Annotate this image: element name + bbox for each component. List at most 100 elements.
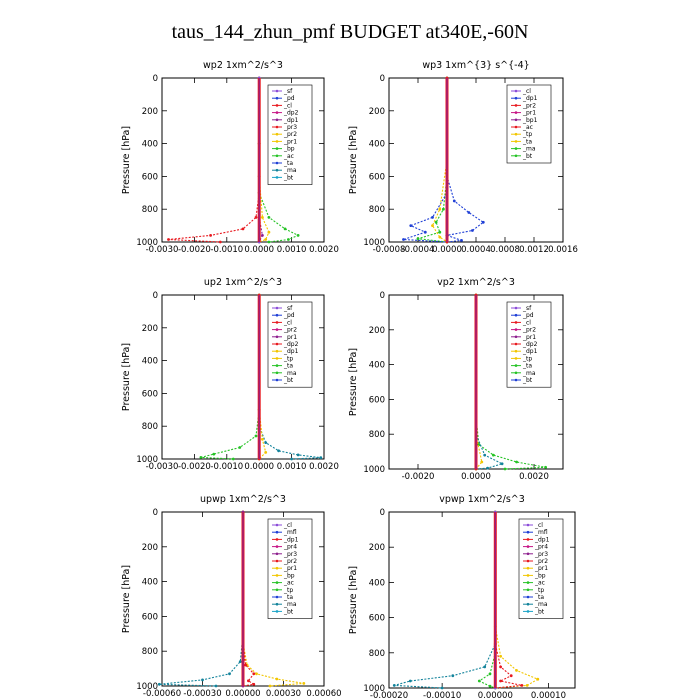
x-tick-label: 0.0008: [490, 245, 520, 255]
legend-marker: [526, 610, 530, 613]
y-tick-label: 400: [369, 140, 385, 150]
series-point: [431, 224, 434, 228]
chart-title: up2 1xm^2/s^3: [204, 277, 282, 288]
legend-label: _mfl: [534, 529, 548, 536]
y-tick-label: 1000: [136, 682, 158, 692]
legend-marker: [514, 313, 518, 317]
legend-label: _bt: [522, 377, 533, 384]
series-point: [252, 682, 256, 686]
series-point: [228, 672, 231, 676]
legend-label: _dp2: [283, 341, 299, 348]
legend-label: _pr4: [534, 544, 548, 551]
y-tick-label: 800: [369, 430, 385, 440]
x-tick-label: 0.0004: [461, 245, 491, 255]
legend-label: _pr4: [283, 544, 297, 551]
series-point: [423, 230, 427, 234]
y-tick-label: 400: [142, 140, 158, 150]
legend-label: _bp: [534, 572, 546, 579]
x-tick-label: -0.0030: [146, 462, 179, 472]
y-tick-label: 600: [142, 389, 158, 399]
legend-marker: [275, 610, 279, 613]
series-point: [515, 669, 518, 672]
legend-marker: [275, 552, 279, 556]
legend-label: _bt: [283, 608, 294, 615]
y-tick-label: 400: [142, 357, 158, 367]
series-point: [267, 240, 271, 244]
x-tick-label: 0.0000: [244, 462, 274, 472]
series-point: [492, 453, 495, 457]
legend-label: _tp: [534, 587, 544, 594]
chart-title: vpwp 1xm^2/s^3: [439, 494, 525, 505]
legend-label: _bp: [283, 146, 295, 153]
x-tick-label: 0.0000: [461, 472, 491, 482]
y-tick-label: 0: [380, 508, 385, 518]
series-point: [214, 684, 218, 688]
y-tick-label: 200: [369, 326, 385, 336]
legend-label: _pr2: [522, 327, 536, 334]
series-line: [242, 512, 256, 687]
legend-marker: [275, 132, 279, 136]
legend-label: _sf: [283, 305, 293, 312]
legend-marker: [514, 154, 518, 158]
y-tick-label: 200: [142, 324, 158, 334]
legend-label: _ma: [522, 146, 536, 153]
series-point: [467, 211, 471, 214]
legend-label: _ma: [283, 167, 297, 174]
y-tick-label: 400: [369, 578, 385, 588]
y-tick-label: 200: [142, 107, 158, 117]
series-point: [434, 220, 438, 224]
legend-marker: [275, 328, 279, 331]
legend-marker: [514, 111, 518, 114]
y-tick-label: 200: [369, 107, 385, 117]
x-tick-label: -0.00060: [143, 689, 181, 699]
legend-marker: [275, 559, 279, 563]
legend-label: _cl: [283, 102, 292, 109]
series-point: [438, 207, 442, 211]
x-tick-label: -0.00010: [423, 691, 461, 700]
legend-label: _pr2: [283, 131, 297, 138]
legend-marker: [275, 545, 279, 548]
chart-panel-5: upwp 1xm^2/s^3 Pressure [hPa] 0 200 400 600 80…: [121, 494, 342, 699]
legend-label: _ac: [522, 124, 533, 131]
x-tick-label: 0.0016: [548, 245, 578, 255]
legend-label: _ta: [534, 594, 544, 601]
y-tick-label: 400: [142, 578, 158, 588]
legend-marker: [514, 125, 518, 129]
y-tick-label: 1000: [363, 684, 385, 694]
y-axis-label: Pressure [hPa]: [348, 348, 359, 416]
y-tick-label: 800: [369, 649, 385, 659]
series-point: [275, 677, 279, 681]
legend-marker: [275, 538, 279, 541]
legend-label: _mfl: [283, 529, 297, 536]
x-tick-label: 0.0000: [244, 245, 274, 255]
y-axis-label: Pressure [hPa]: [121, 343, 132, 411]
legend-marker: [514, 89, 518, 93]
legend: _sf_pd_cl_pr2_pr1_dp2_dp1_tp_ta_ma_bt: [267, 301, 313, 388]
legend-box: [267, 518, 313, 619]
legend-label: _tp: [522, 131, 532, 138]
x-tick-label: 0.0010: [277, 462, 307, 472]
legend-label: _bt: [283, 377, 294, 384]
legend-marker: [275, 96, 279, 100]
series-point: [471, 229, 474, 232]
legend-marker: [275, 530, 279, 534]
series-line: [394, 512, 496, 689]
series-point: [488, 672, 492, 676]
legend-label: _dp1: [522, 348, 538, 355]
x-tick-label: -0.0008: [373, 245, 406, 255]
legend-marker: [526, 588, 530, 592]
series-point: [503, 467, 507, 471]
legend-marker: [514, 335, 518, 339]
legend-label: _pr3: [534, 551, 548, 558]
series-point: [267, 216, 271, 219]
legend-label: _ac: [283, 153, 294, 160]
legend-marker: [275, 595, 279, 599]
legend-marker: [275, 357, 279, 360]
series-point: [499, 654, 502, 658]
legend-label: _dp1: [534, 536, 550, 543]
series-point: [442, 207, 445, 211]
legend-marker: [275, 602, 279, 606]
series-point: [287, 238, 290, 241]
legend-marker: [514, 342, 518, 346]
y-tick-label: 1000: [363, 238, 385, 248]
